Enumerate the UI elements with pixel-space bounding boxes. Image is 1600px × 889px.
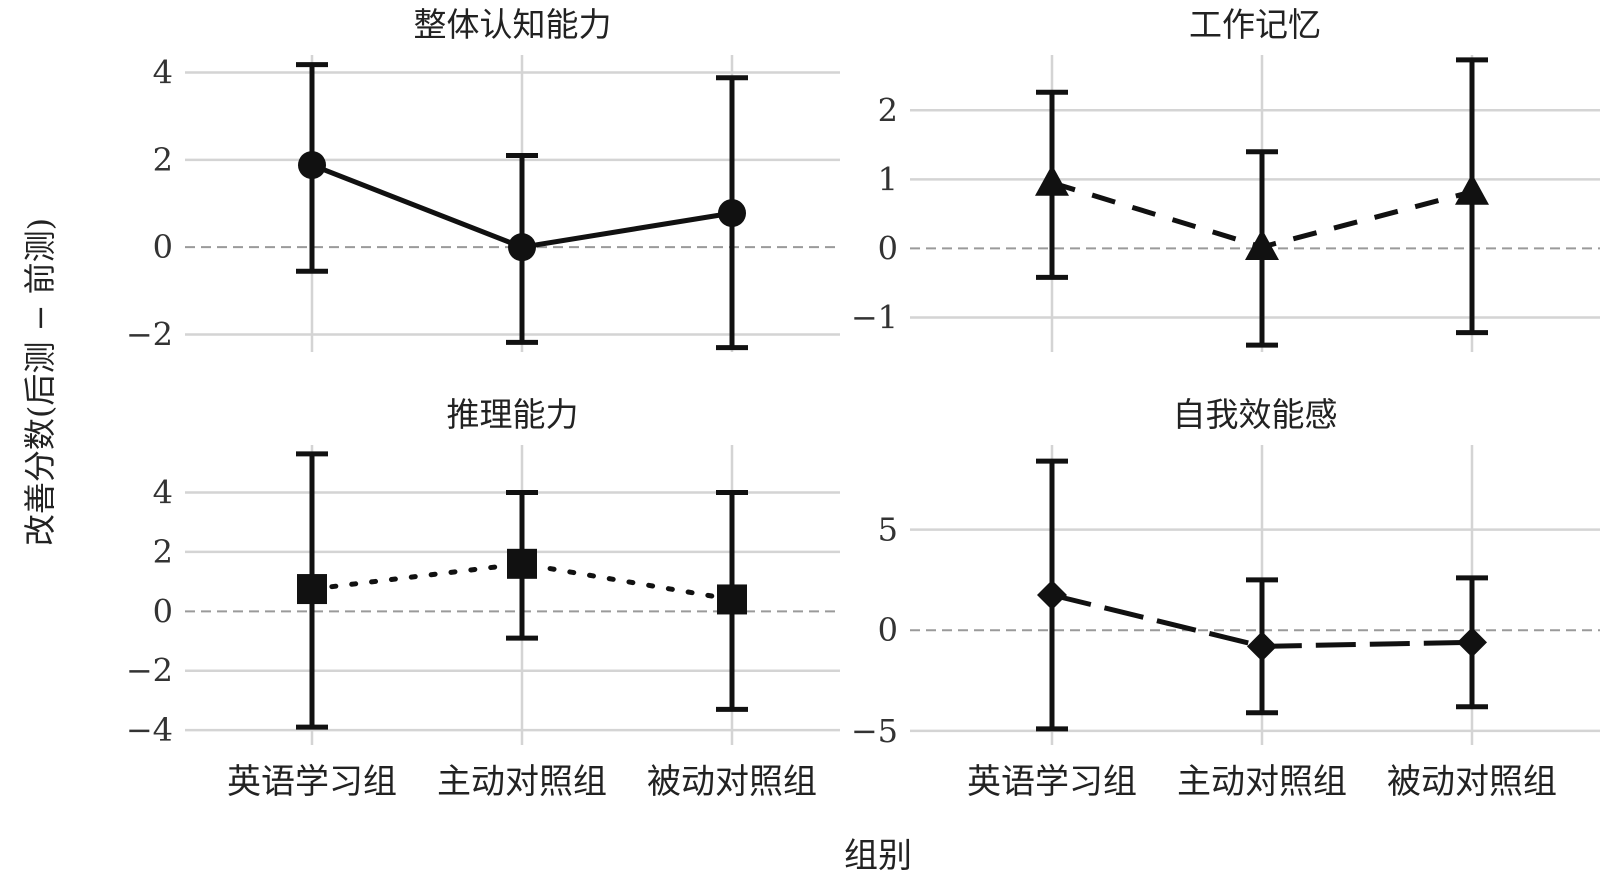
x-tick-label: 英语学习组 bbox=[227, 762, 397, 802]
data-point-circle bbox=[508, 233, 536, 262]
x-tick-label: 英语学习组 bbox=[967, 762, 1137, 802]
data-point-circle bbox=[718, 199, 746, 228]
panel-2: −1 0 1 2 工作记忆 bbox=[851, 5, 1600, 352]
data-point-square bbox=[507, 548, 537, 579]
y-tick-label: 0 bbox=[878, 611, 898, 649]
y-tick-label: 1 bbox=[878, 160, 898, 198]
data-point-circle bbox=[298, 151, 326, 180]
data-point-triangle bbox=[1035, 164, 1069, 196]
y-tick-label: 5 bbox=[878, 511, 898, 549]
data-point-triangle bbox=[1245, 229, 1279, 261]
panel-1: −2 0 2 4 整体认知能力 bbox=[126, 5, 840, 354]
data-point-square bbox=[297, 574, 327, 605]
y-tick-label: 2 bbox=[878, 91, 898, 129]
y-tick-label: 4 bbox=[153, 53, 173, 91]
x-axis-label: 组别 bbox=[844, 836, 912, 876]
panel-title: 自我效能感 bbox=[1173, 395, 1338, 434]
panel-title: 整体认知能力 bbox=[414, 5, 612, 44]
x-tick-label: 主动对照组 bbox=[437, 762, 607, 802]
y-tick-label: 0 bbox=[878, 229, 898, 267]
y-tick-label: 0 bbox=[153, 592, 173, 630]
y-axis-label: 改善分数(后测 − 前测) bbox=[21, 217, 59, 547]
x-tick-label: 主动对照组 bbox=[1177, 762, 1347, 802]
data-point-diamond bbox=[1037, 580, 1067, 610]
panel-title: 工作记忆 bbox=[1189, 5, 1321, 44]
y-tick-label: 0 bbox=[153, 228, 173, 266]
data-point-diamond bbox=[1457, 627, 1487, 658]
x-tick-label: 被动对照组 bbox=[647, 762, 817, 802]
data-point-square bbox=[717, 584, 747, 615]
data-point-triangle bbox=[1455, 173, 1489, 205]
y-tick-label: 4 bbox=[153, 474, 173, 512]
y-tick-label: −4 bbox=[126, 711, 173, 749]
data-point-diamond bbox=[1247, 631, 1277, 662]
x-tick-label: 被动对照组 bbox=[1387, 762, 1557, 802]
y-tick-label: −2 bbox=[126, 316, 173, 354]
y-tick-label: −2 bbox=[126, 652, 173, 690]
y-tick-label: 2 bbox=[153, 141, 173, 179]
y-tick-label: 2 bbox=[153, 533, 173, 571]
y-tick-label: −1 bbox=[851, 298, 898, 336]
panel-title: 推理能力 bbox=[447, 395, 579, 434]
y-tick-label: −5 bbox=[851, 712, 898, 750]
y-axis-label-container: 改善分数(后测 − 前测) bbox=[0, 0, 70, 885]
